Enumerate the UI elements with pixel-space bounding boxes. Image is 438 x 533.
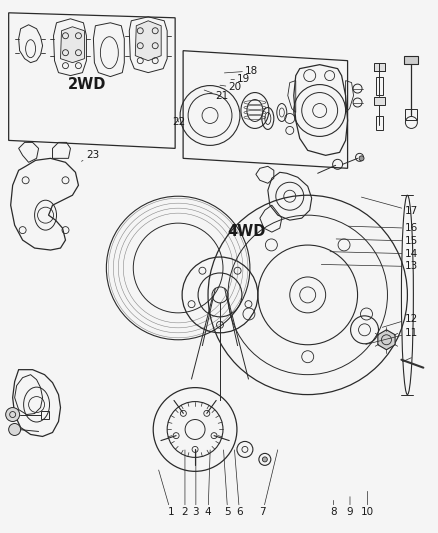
Polygon shape xyxy=(60,27,85,63)
Text: 5: 5 xyxy=(223,450,231,518)
Text: 8: 8 xyxy=(330,500,337,518)
Text: 2: 2 xyxy=(182,450,188,518)
Text: 15: 15 xyxy=(336,236,418,246)
Text: 20: 20 xyxy=(220,83,242,92)
Text: 14: 14 xyxy=(330,249,418,259)
Text: 2WD: 2WD xyxy=(68,77,107,92)
Text: 11: 11 xyxy=(366,328,418,344)
Text: 7: 7 xyxy=(259,450,278,518)
Bar xyxy=(375,117,384,131)
Circle shape xyxy=(9,424,21,435)
Text: 19: 19 xyxy=(231,75,251,84)
Text: 4: 4 xyxy=(205,450,212,518)
Bar xyxy=(404,55,418,63)
Circle shape xyxy=(359,156,364,161)
Bar xyxy=(374,96,385,104)
Bar xyxy=(375,77,384,94)
Text: 16: 16 xyxy=(348,223,418,233)
Text: 13: 13 xyxy=(321,262,418,271)
Text: 1: 1 xyxy=(159,470,174,518)
Text: 9: 9 xyxy=(346,497,353,518)
Circle shape xyxy=(262,457,267,462)
Bar xyxy=(374,63,385,71)
Polygon shape xyxy=(378,330,395,350)
Circle shape xyxy=(6,408,20,422)
Bar xyxy=(406,109,417,120)
Text: 21: 21 xyxy=(204,90,228,101)
Text: 3: 3 xyxy=(193,450,199,518)
Text: 12: 12 xyxy=(382,313,418,327)
Text: 23: 23 xyxy=(81,150,99,161)
Text: 6: 6 xyxy=(234,450,243,518)
Text: 22: 22 xyxy=(172,117,185,127)
Text: 18: 18 xyxy=(224,66,258,76)
Text: 17: 17 xyxy=(361,197,418,216)
Polygon shape xyxy=(135,21,161,61)
Text: 10: 10 xyxy=(361,491,374,518)
Bar xyxy=(41,410,49,418)
Text: 4WD: 4WD xyxy=(228,224,266,239)
